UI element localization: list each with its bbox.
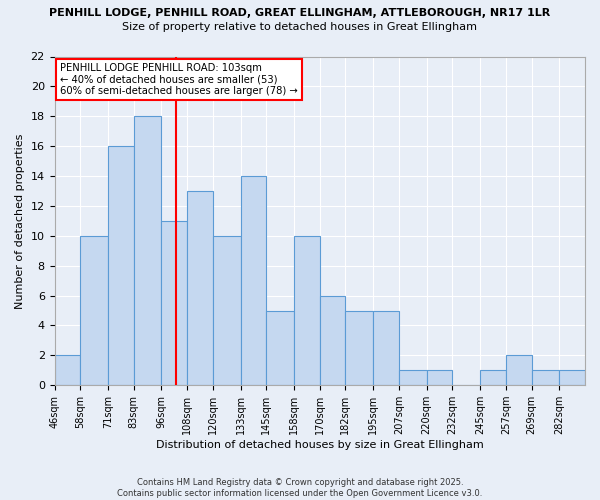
Bar — [213, 236, 241, 385]
Bar — [266, 310, 294, 385]
Bar — [55, 356, 80, 385]
X-axis label: Distribution of detached houses by size in Great Ellingham: Distribution of detached houses by size … — [156, 440, 484, 450]
Bar — [532, 370, 559, 385]
Text: Contains HM Land Registry data © Crown copyright and database right 2025.
Contai: Contains HM Land Registry data © Crown c… — [118, 478, 482, 498]
Bar — [399, 370, 427, 385]
Bar — [294, 236, 320, 385]
Bar — [559, 370, 585, 385]
Bar — [187, 191, 213, 385]
Bar — [134, 116, 161, 385]
Text: PENHILL LODGE PENHILL ROAD: 103sqm
← 40% of detached houses are smaller (53)
60%: PENHILL LODGE PENHILL ROAD: 103sqm ← 40%… — [60, 63, 298, 96]
Bar — [480, 370, 506, 385]
Bar — [320, 296, 346, 385]
Bar — [373, 310, 399, 385]
Text: Size of property relative to detached houses in Great Ellingham: Size of property relative to detached ho… — [122, 22, 478, 32]
Bar — [108, 146, 134, 385]
Y-axis label: Number of detached properties: Number of detached properties — [15, 133, 25, 308]
Bar — [346, 310, 373, 385]
Bar — [427, 370, 452, 385]
Bar — [80, 236, 108, 385]
Bar — [241, 176, 266, 385]
Bar — [506, 356, 532, 385]
Bar — [161, 221, 187, 385]
Text: PENHILL LODGE, PENHILL ROAD, GREAT ELLINGHAM, ATTLEBOROUGH, NR17 1LR: PENHILL LODGE, PENHILL ROAD, GREAT ELLIN… — [49, 8, 551, 18]
